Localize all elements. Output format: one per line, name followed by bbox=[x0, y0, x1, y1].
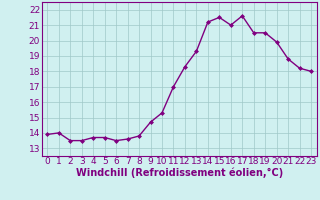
X-axis label: Windchill (Refroidissement éolien,°C): Windchill (Refroidissement éolien,°C) bbox=[76, 168, 283, 178]
